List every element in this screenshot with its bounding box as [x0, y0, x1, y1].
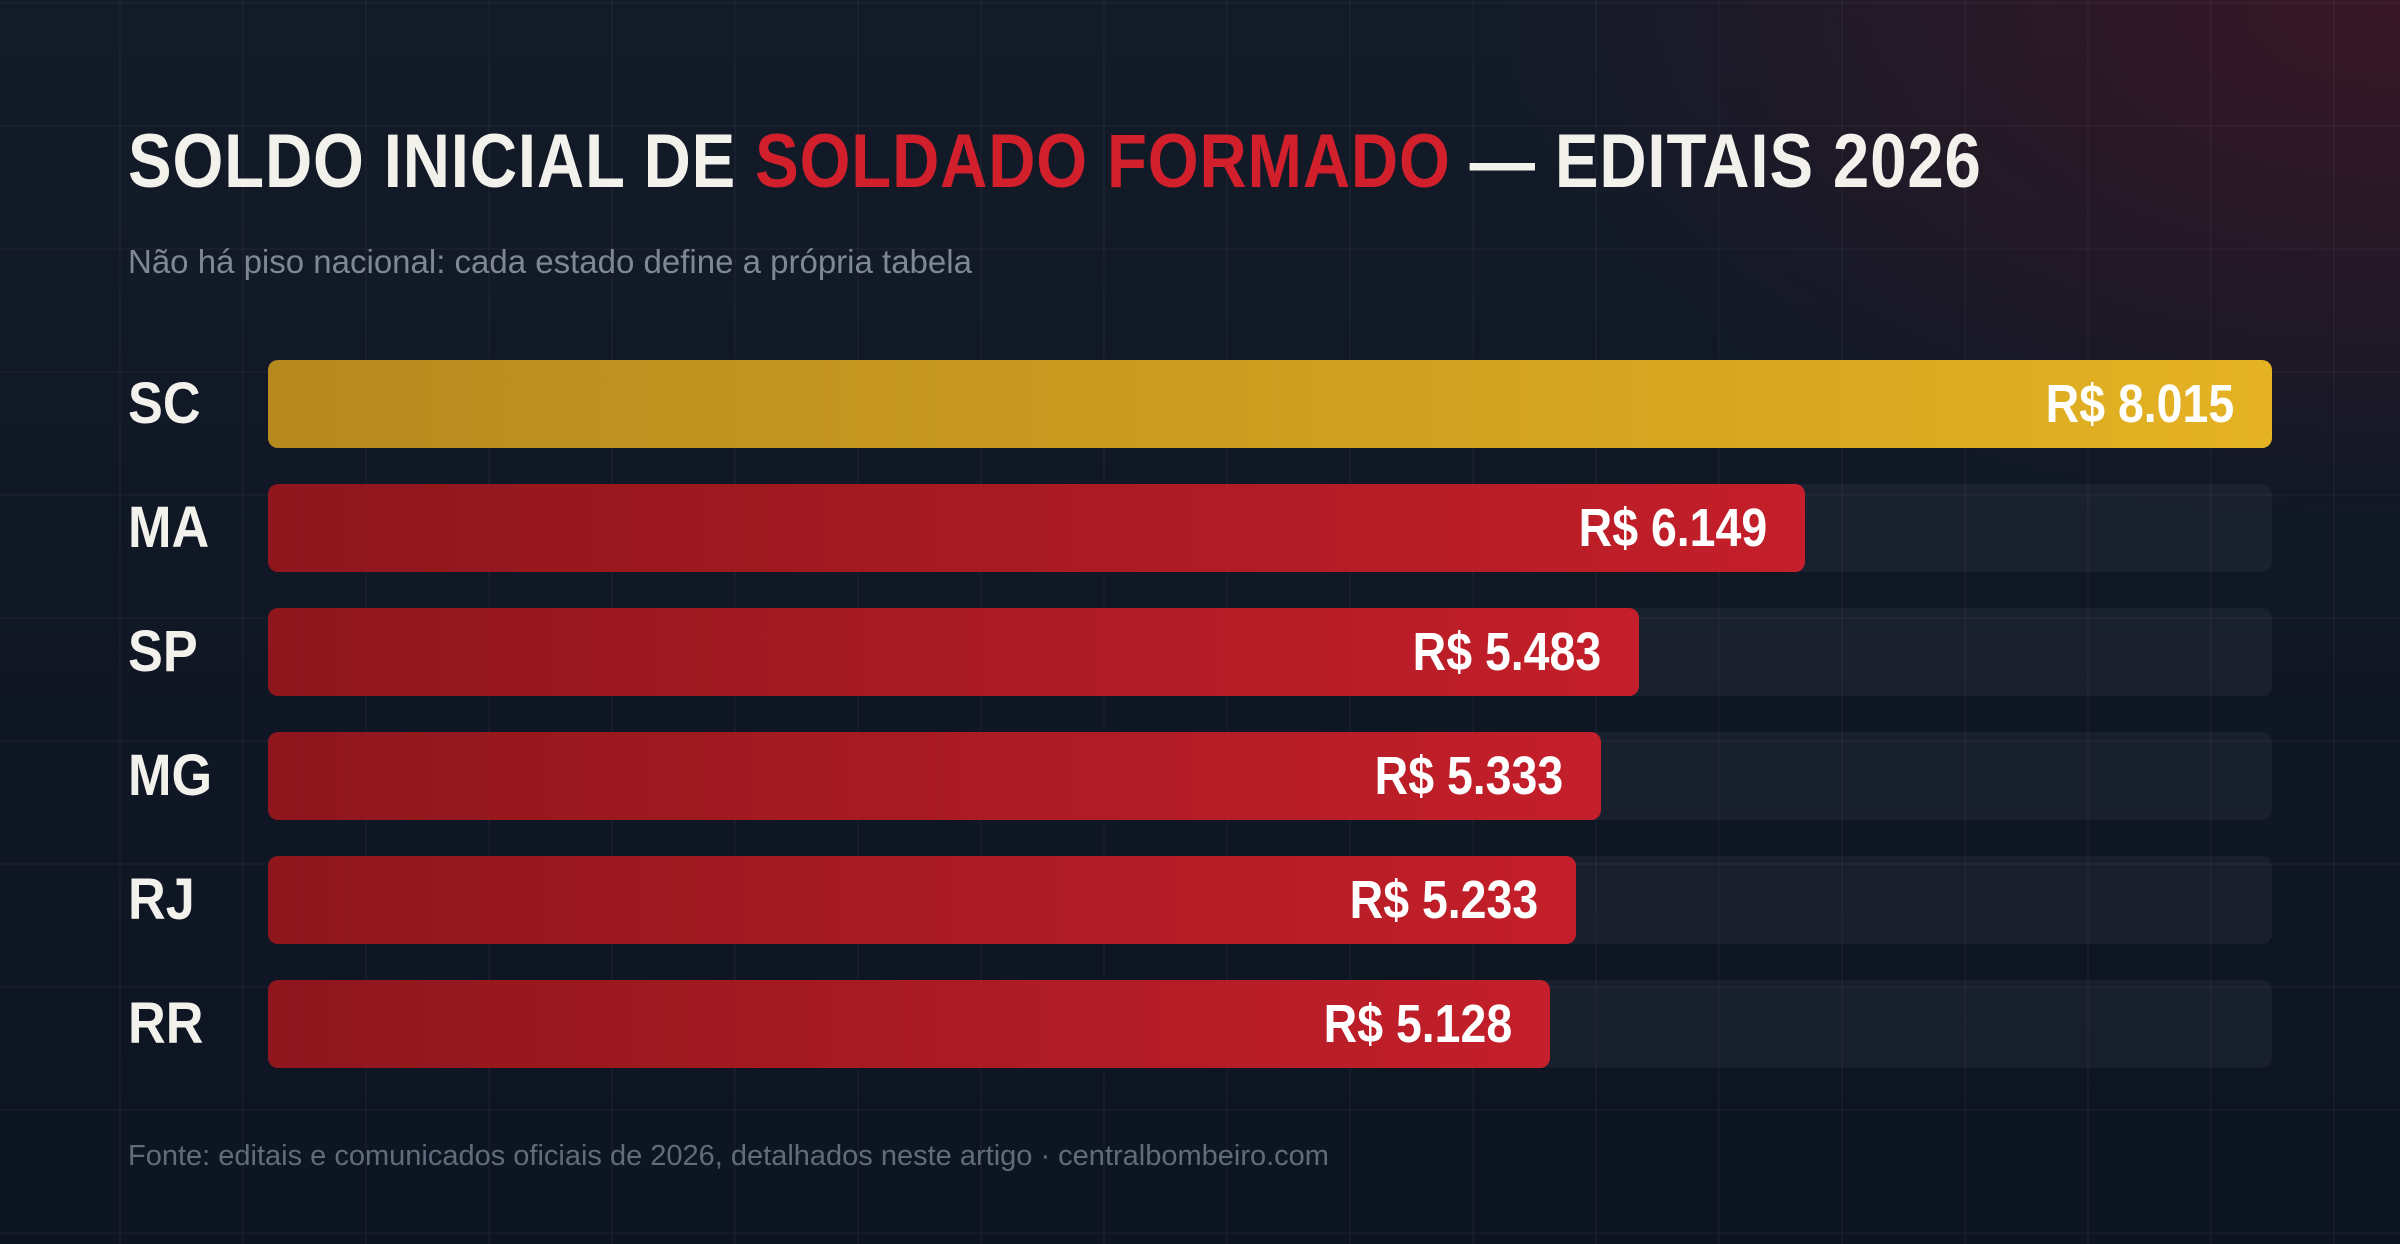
category-label-ma: MA	[128, 495, 210, 560]
category-label-mg: MG	[128, 743, 213, 808]
bar-track-rr: R$ 5.128	[268, 980, 2272, 1068]
chart-title: SOLDO INICIAL DE SOLDADO FORMADO — EDITA…	[128, 112, 1982, 212]
title-prefix: SOLDO INICIAL DE	[128, 119, 737, 204]
chart-subtitle: Não há piso nacional: cada estado define…	[128, 243, 972, 280]
value-label-sp: R$ 5.483	[1412, 622, 1601, 682]
title-highlight: SOLDADO FORMADO	[755, 119, 1451, 204]
bar-track-ma: R$ 6.149	[268, 484, 2272, 572]
value-label-sc: R$ 8.015	[2045, 374, 2234, 434]
value-label-rr: R$ 5.128	[1323, 994, 1513, 1054]
category-label-sc: SC	[128, 371, 201, 436]
bar-track-mg: R$ 5.333	[268, 732, 2272, 820]
category-label-rj: RJ	[128, 867, 195, 932]
bar-ma: R$ 6.149	[268, 484, 1806, 572]
bar-mg: R$ 5.333	[268, 732, 1602, 820]
bar-rr: R$ 5.128	[268, 980, 1551, 1068]
title-suffix: — EDITAIS 2026	[1469, 119, 1982, 204]
bar-track-sc: R$ 8.015	[268, 360, 2272, 448]
category-label-sp: SP	[128, 619, 198, 684]
bar-rj: R$ 5.233	[268, 856, 1577, 944]
bar-sc: R$ 8.015	[268, 360, 2272, 448]
value-label-mg: R$ 5.333	[1374, 746, 1564, 806]
value-label-ma: R$ 6.149	[1578, 498, 1768, 558]
value-label-rj: R$ 5.233	[1349, 870, 1539, 930]
bar-sp: R$ 5.483	[268, 608, 1639, 696]
bar-track-rj: R$ 5.233	[268, 856, 2272, 944]
source-note: Fonte: editais e comunicados oficiais de…	[128, 1140, 1329, 1172]
bar-track-sp: R$ 5.483	[268, 608, 2272, 696]
category-label-rr: RR	[128, 991, 204, 1056]
